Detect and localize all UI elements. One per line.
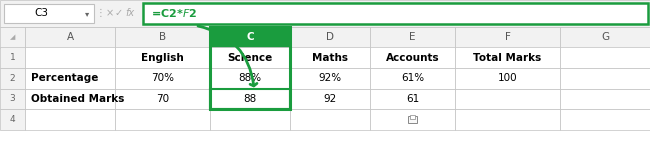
Bar bbox=[455, 48, 560, 68]
Bar bbox=[560, 88, 650, 109]
Bar bbox=[210, 27, 290, 109]
Bar bbox=[0, 0, 650, 27]
Text: Maths: Maths bbox=[312, 53, 348, 63]
Bar bbox=[115, 48, 210, 68]
Bar bbox=[560, 48, 650, 68]
Bar bbox=[290, 48, 370, 68]
Bar bbox=[290, 27, 370, 48]
Text: C3: C3 bbox=[35, 8, 49, 19]
Bar bbox=[210, 48, 290, 68]
Bar bbox=[370, 68, 455, 88]
Bar bbox=[290, 88, 370, 109]
Bar bbox=[0, 68, 25, 88]
Bar bbox=[370, 88, 455, 109]
Bar bbox=[370, 48, 455, 68]
Text: 70%: 70% bbox=[151, 73, 174, 83]
Text: G: G bbox=[601, 32, 609, 42]
Text: ✓: ✓ bbox=[115, 8, 123, 19]
Text: B: B bbox=[159, 32, 166, 42]
Text: =C2*$F$2: =C2*$F$2 bbox=[151, 8, 197, 19]
Text: 4: 4 bbox=[10, 115, 16, 124]
Bar bbox=[370, 27, 455, 48]
Bar bbox=[0, 27, 25, 48]
Bar bbox=[455, 68, 560, 88]
Text: 61: 61 bbox=[406, 94, 419, 104]
Bar bbox=[370, 109, 455, 130]
Text: 70: 70 bbox=[156, 94, 169, 104]
Text: ⋮: ⋮ bbox=[95, 8, 105, 19]
Bar bbox=[115, 27, 210, 48]
Bar bbox=[410, 115, 415, 119]
Bar bbox=[25, 48, 115, 68]
Text: 2: 2 bbox=[10, 74, 16, 83]
Bar bbox=[25, 88, 115, 109]
Bar bbox=[4, 4, 94, 23]
Text: 61%: 61% bbox=[401, 73, 424, 83]
Bar bbox=[25, 109, 115, 130]
Text: Obtained Marks: Obtained Marks bbox=[31, 94, 124, 104]
Text: 1: 1 bbox=[10, 53, 16, 62]
Bar bbox=[25, 68, 115, 88]
Bar bbox=[115, 88, 210, 109]
Text: Total Marks: Total Marks bbox=[473, 53, 541, 63]
Text: ▾: ▾ bbox=[85, 9, 89, 18]
Bar bbox=[290, 68, 370, 88]
Bar bbox=[210, 88, 290, 109]
Text: 88: 88 bbox=[243, 94, 257, 104]
Text: Accounts: Accounts bbox=[385, 53, 439, 63]
Text: E: E bbox=[410, 32, 416, 42]
Bar bbox=[210, 27, 290, 48]
Bar bbox=[455, 109, 560, 130]
Bar bbox=[115, 68, 210, 88]
Bar bbox=[210, 109, 290, 130]
Text: C: C bbox=[246, 32, 254, 42]
Text: 92%: 92% bbox=[318, 73, 341, 83]
Text: 3: 3 bbox=[10, 94, 16, 103]
Bar bbox=[560, 109, 650, 130]
Bar bbox=[408, 116, 417, 123]
Text: 88%: 88% bbox=[239, 73, 261, 83]
Bar bbox=[25, 27, 115, 48]
Bar bbox=[210, 68, 290, 88]
Bar bbox=[560, 27, 650, 48]
Text: D: D bbox=[326, 32, 334, 42]
Text: 100: 100 bbox=[498, 73, 517, 83]
Text: English: English bbox=[141, 53, 184, 63]
Bar bbox=[0, 48, 25, 68]
Text: A: A bbox=[66, 32, 73, 42]
Bar bbox=[455, 88, 560, 109]
Text: ◢: ◢ bbox=[10, 34, 15, 40]
Bar bbox=[560, 68, 650, 88]
Text: F: F bbox=[504, 32, 510, 42]
Text: Science: Science bbox=[227, 53, 272, 63]
Bar bbox=[115, 109, 210, 130]
Text: 92: 92 bbox=[324, 94, 337, 104]
Bar bbox=[455, 27, 560, 48]
Bar bbox=[0, 109, 25, 130]
Bar bbox=[290, 109, 370, 130]
Text: Percentage: Percentage bbox=[31, 73, 98, 83]
Text: ×: × bbox=[106, 8, 114, 19]
Bar bbox=[0, 88, 25, 109]
Bar bbox=[143, 3, 648, 24]
Text: fx: fx bbox=[125, 8, 135, 19]
